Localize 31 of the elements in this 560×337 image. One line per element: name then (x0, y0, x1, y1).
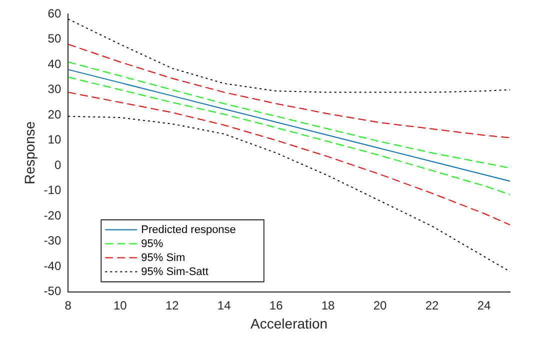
y-tick-label: -30 (44, 234, 62, 248)
x-tick-label: 20 (373, 298, 388, 312)
line-series (68, 76, 510, 196)
line-series (68, 44, 510, 138)
x-tick-label: 8 (64, 298, 72, 312)
x-tick-label: 24 (477, 298, 492, 312)
y-tick-label: 30 (48, 82, 62, 96)
legend-label: 95% (141, 238, 164, 250)
x-axis-title: Acceleration (250, 315, 328, 332)
x-tick-label: 10 (113, 298, 128, 312)
x-tick-label: 18 (321, 298, 336, 312)
y-tick-label: -10 (44, 183, 62, 198)
y-tick-label: -40 (44, 258, 62, 273)
y-tick-label: 20 (48, 107, 62, 122)
x-tick-label: 12 (165, 298, 180, 312)
legend-label: 95% Sim (141, 252, 186, 264)
y-tick-label: 60 (48, 6, 62, 20)
line-series (68, 61, 510, 169)
y-tick-label: 50 (48, 32, 62, 46)
y-tick-label: -20 (44, 208, 62, 222)
line-series (68, 18, 510, 93)
y-tick-label: 40 (48, 56, 62, 71)
legend-label: Predicted response (141, 224, 236, 236)
x-tick-label: 14 (217, 298, 232, 312)
y-tick-label: -50 (44, 284, 62, 298)
x-tick-label: 22 (425, 298, 440, 312)
y-tick-label: 10 (48, 132, 62, 147)
y-tick-label: 0 (54, 158, 62, 172)
legend-label: 95% Sim-Satt (141, 266, 208, 278)
x-tick-label: 16 (269, 298, 284, 312)
y-axis-title: Response (21, 121, 38, 184)
